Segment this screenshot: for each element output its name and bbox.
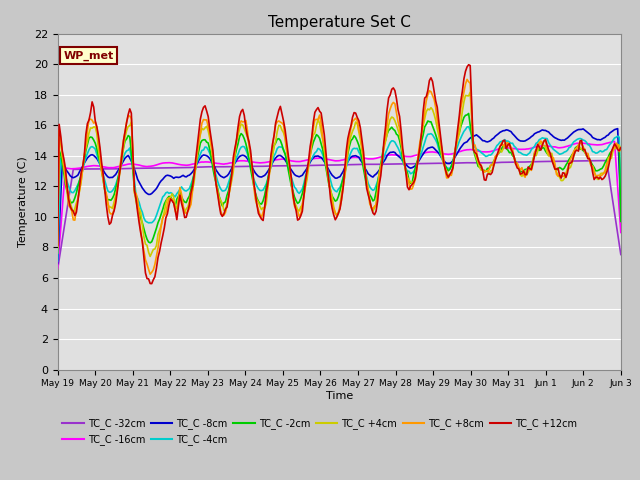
Text: WP_met: WP_met: [63, 50, 113, 60]
Y-axis label: Temperature (C): Temperature (C): [18, 156, 28, 247]
X-axis label: Time: Time: [326, 391, 353, 401]
Legend: TC_C -32cm, TC_C -16cm, TC_C -8cm, TC_C -4cm, TC_C -2cm, TC_C +4cm, TC_C +8cm, T: TC_C -32cm, TC_C -16cm, TC_C -8cm, TC_C …: [63, 418, 577, 445]
Title: Temperature Set C: Temperature Set C: [268, 15, 411, 30]
